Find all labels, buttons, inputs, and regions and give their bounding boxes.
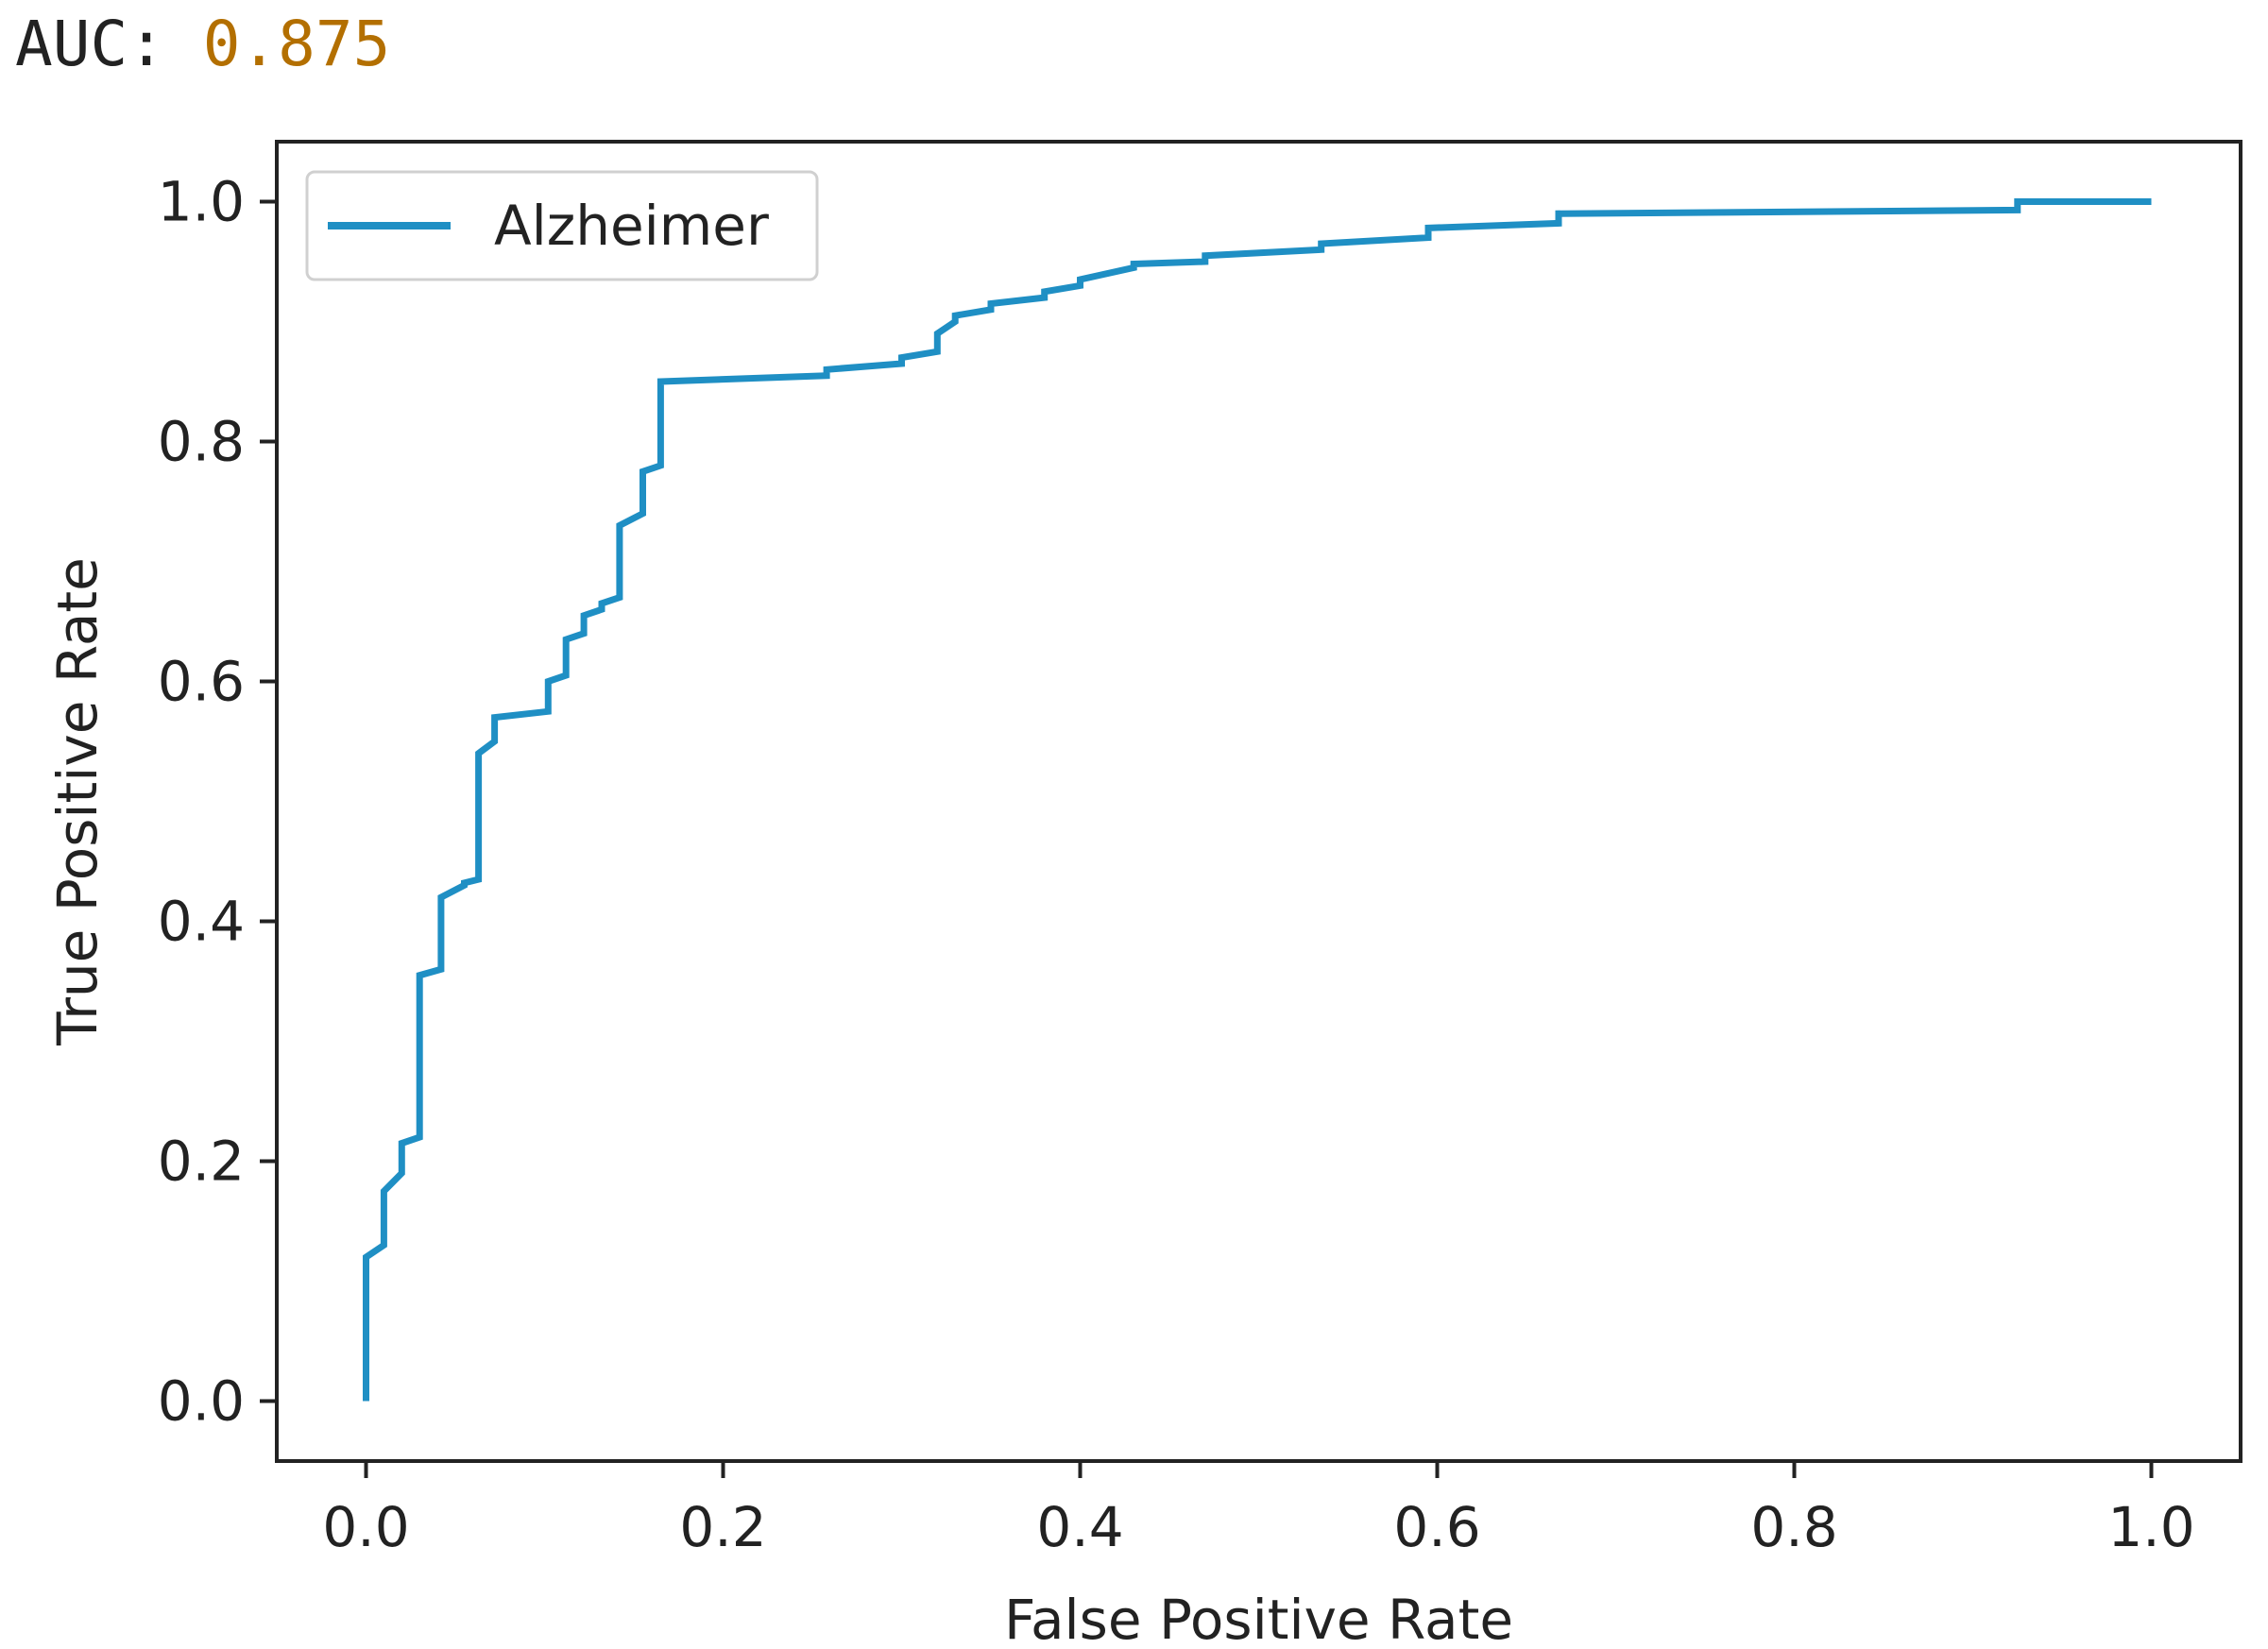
legend-box bbox=[305, 170, 819, 281]
x-tick-label: 0.2 bbox=[679, 1495, 766, 1559]
y-tick-label: 0.8 bbox=[158, 410, 245, 474]
auc-value: 0.875 bbox=[202, 8, 391, 80]
legend: Alzheimer bbox=[305, 170, 819, 281]
auc-prefix: AUC: bbox=[15, 8, 203, 80]
x-axis-label: False Positive Rate bbox=[1004, 1588, 1513, 1649]
plot-frame bbox=[275, 140, 2242, 1463]
plot-area bbox=[275, 140, 2242, 1463]
x-axis-ticks: 0.0 0.2 0.4 0.6 0.8 1.0 bbox=[322, 1461, 2195, 1559]
y-axis-ticks: 0.0 0.2 0.4 0.6 0.8 1.0 bbox=[158, 170, 277, 1434]
x-tick-label: 0.0 bbox=[322, 1495, 409, 1559]
x-tick-label: 1.0 bbox=[2107, 1495, 2194, 1559]
y-tick-label: 0.6 bbox=[158, 650, 245, 714]
auc-output: AUC: 0.875 bbox=[15, 13, 390, 76]
y-tick-label: 0.4 bbox=[158, 890, 245, 954]
legend-label: Alzheimer bbox=[494, 194, 769, 258]
y-tick-label: 1.0 bbox=[158, 170, 245, 234]
x-tick-label: 0.6 bbox=[1393, 1495, 1480, 1559]
y-tick-label: 0.2 bbox=[158, 1130, 245, 1194]
y-tick-label: 0.0 bbox=[158, 1369, 245, 1434]
x-tick-label: 0.8 bbox=[1750, 1495, 1837, 1559]
x-tick-label: 0.4 bbox=[1036, 1495, 1123, 1559]
y-axis-label: True Positive Rate bbox=[45, 557, 110, 1046]
series-line-alzheimer bbox=[363, 198, 2152, 1402]
